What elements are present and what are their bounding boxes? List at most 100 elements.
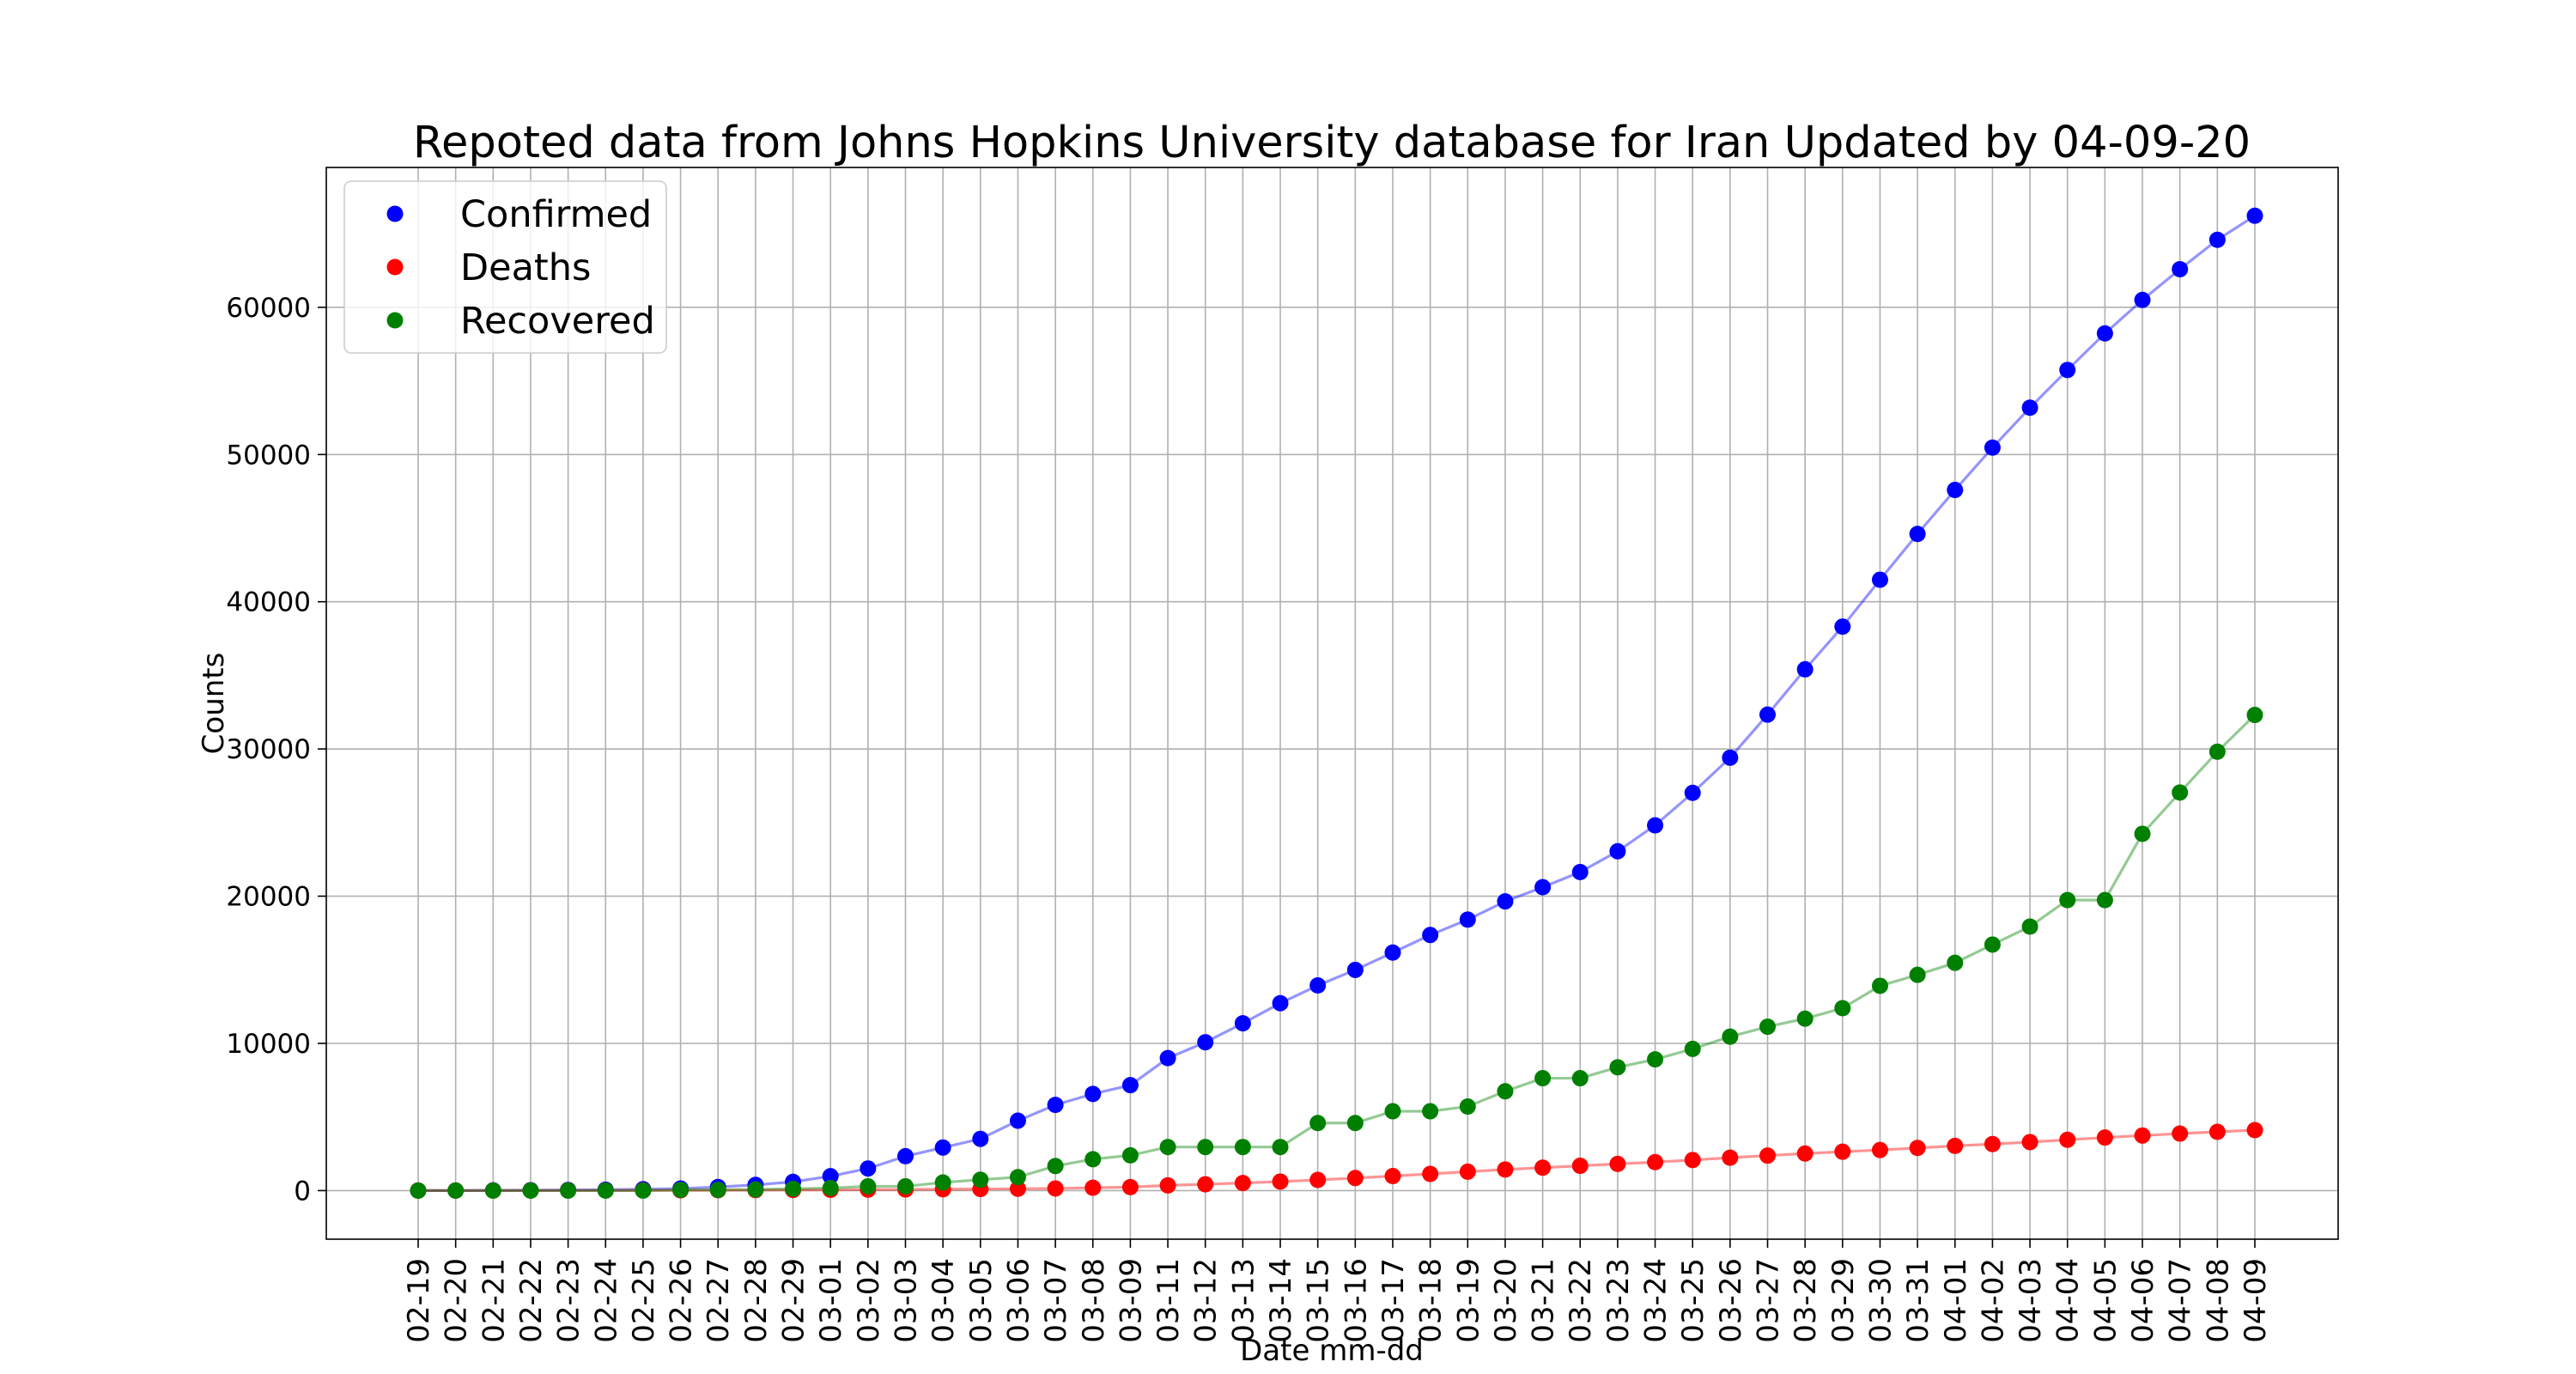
data-point-recovered	[896, 1177, 914, 1195]
y-tick-label: 50000	[226, 440, 311, 471]
data-point-confirmed	[1684, 784, 1701, 801]
data-point-confirmed	[2021, 399, 2038, 416]
data-point-recovered	[2096, 891, 2113, 909]
x-tick-label: 02-28	[739, 1258, 774, 1343]
x-tick-label: 03-26	[1714, 1258, 1748, 1343]
x-tick-label: 03-15	[1302, 1258, 1336, 1343]
data-point-deaths	[1909, 1140, 1926, 1157]
x-tick-label: 03-13	[1226, 1258, 1261, 1343]
data-point-confirmed	[1159, 1049, 1176, 1067]
x-tick-label: 04-04	[2051, 1258, 2086, 1343]
legend: Confirmed Deaths Recovered	[343, 180, 667, 354]
data-point-confirmed	[1871, 571, 1888, 588]
data-point-deaths	[1346, 1170, 1364, 1187]
data-point-confirmed	[2134, 291, 2151, 308]
x-tick-label: 03-05	[964, 1258, 999, 1343]
data-point-deaths	[1722, 1149, 1739, 1166]
x-tick-label: 02-20	[440, 1258, 474, 1343]
data-point-recovered	[1834, 1000, 1851, 1017]
data-point-deaths	[1234, 1175, 1251, 1192]
x-tick-label: 03-24	[1639, 1258, 1674, 1343]
data-point-confirmed	[1197, 1034, 1214, 1051]
data-point-deaths	[1009, 1180, 1026, 1197]
data-point-recovered	[1084, 1151, 1102, 1168]
data-point-deaths	[1272, 1173, 1289, 1190]
data-point-recovered	[484, 1182, 501, 1199]
data-point-confirmed	[934, 1139, 951, 1156]
x-tick-label: 04-08	[2201, 1258, 2235, 1343]
x-tick-label: 04-05	[2088, 1258, 2123, 1343]
data-point-confirmed	[1422, 927, 1439, 944]
data-point-deaths	[2021, 1134, 2038, 1151]
data-point-confirmed	[1346, 961, 1364, 978]
data-point-deaths	[1647, 1153, 1664, 1170]
x-tick-label: 03-03	[889, 1258, 923, 1343]
data-point-recovered	[1009, 1169, 1026, 1186]
data-point-confirmed	[1947, 482, 1964, 499]
data-point-recovered	[1422, 1103, 1439, 1120]
x-tick-label: 03-30	[1863, 1258, 1898, 1343]
x-tick-label: 03-27	[1752, 1258, 1786, 1343]
data-point-recovered	[1047, 1158, 1064, 1175]
data-point-deaths	[2172, 1125, 2189, 1142]
data-point-deaths	[1121, 1178, 1139, 1195]
data-point-confirmed	[1796, 660, 1814, 678]
data-point-recovered	[972, 1171, 989, 1189]
legend-box	[343, 180, 667, 354]
data-point-confirmed	[1834, 618, 1851, 635]
data-point-confirmed	[1384, 944, 1401, 961]
data-point-recovered	[2059, 891, 2076, 909]
series-layer	[410, 207, 2263, 1199]
x-tick-label: 02-24	[589, 1258, 623, 1343]
data-point-confirmed	[896, 1147, 914, 1164]
data-point-confirmed	[2096, 325, 2113, 342]
data-point-deaths	[2134, 1127, 2151, 1144]
data-point-recovered	[597, 1182, 614, 1199]
x-tick-label: 02-26	[665, 1258, 699, 1343]
legend-label-confirmed: Confirmed	[460, 193, 652, 236]
x-axis: 02-19 02-20 02-21 02-22 02-23 02-24 02-25 02-26…	[402, 1239, 2273, 1343]
data-point-recovered	[709, 1182, 726, 1199]
data-point-deaths	[1609, 1155, 1626, 1172]
x-tick-label: 03-16	[1339, 1258, 1373, 1343]
data-point-deaths	[2096, 1129, 2113, 1146]
x-tick-label: 02-25	[627, 1258, 661, 1343]
data-point-confirmed	[822, 1168, 839, 1185]
data-point-recovered	[1309, 1115, 1327, 1132]
data-point-recovered	[1571, 1070, 1589, 1087]
data-point-deaths	[1984, 1135, 2001, 1152]
data-point-confirmed	[1647, 817, 1664, 834]
data-point-deaths	[1384, 1167, 1401, 1184]
data-point-recovered	[1459, 1098, 1476, 1116]
data-point-confirmed	[1009, 1112, 1026, 1129]
x-tick-label: 04-03	[2014, 1258, 2048, 1343]
data-point-deaths	[1571, 1158, 1589, 1175]
data-point-recovered	[934, 1174, 951, 1191]
data-point-deaths	[1947, 1137, 1964, 1154]
data-point-deaths	[1834, 1143, 1851, 1160]
x-tick-label: 02-22	[514, 1258, 549, 1343]
data-point-confirmed	[1497, 893, 1514, 910]
x-tick-label: 02-23	[552, 1258, 586, 1343]
x-tick-label: 03-06	[1001, 1258, 1036, 1343]
data-point-deaths	[2208, 1123, 2226, 1140]
x-tick-label: 03-08	[1077, 1258, 1111, 1343]
x-tick-label: 03-20	[1489, 1258, 1523, 1343]
data-point-recovered	[1121, 1146, 1139, 1164]
y-tick-label: 10000	[226, 1029, 311, 1060]
data-point-recovered	[822, 1179, 839, 1196]
data-point-confirmed	[1234, 1015, 1251, 1032]
data-point-recovered	[2172, 784, 2189, 801]
data-point-recovered	[1234, 1139, 1251, 1156]
data-point-confirmed	[1121, 1077, 1139, 1094]
data-point-recovered	[1684, 1040, 1701, 1057]
x-tick-label: 03-02	[852, 1258, 886, 1343]
legend-marker-deaths	[386, 258, 404, 276]
plot-frame	[325, 167, 2339, 1240]
data-point-confirmed	[2208, 231, 2226, 248]
legend-marker-confirmed	[386, 205, 404, 222]
data-point-recovered	[1609, 1059, 1626, 1076]
x-tick-label: 03-12	[1189, 1258, 1224, 1343]
data-point-deaths	[1497, 1161, 1514, 1178]
